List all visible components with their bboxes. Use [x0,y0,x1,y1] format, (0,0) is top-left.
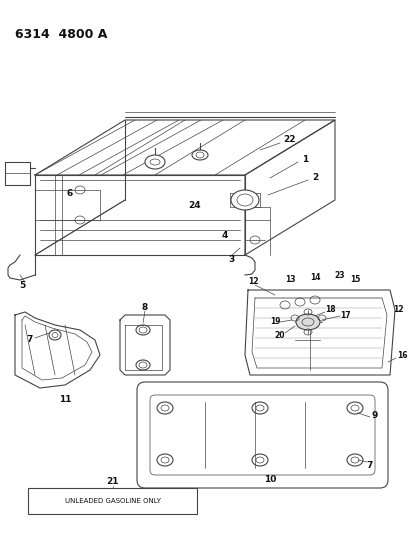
Text: 5: 5 [19,280,25,289]
Text: 20: 20 [274,330,285,340]
Text: 14: 14 [309,273,319,282]
Text: 12: 12 [247,278,258,287]
Text: 16: 16 [396,351,406,359]
Text: 8: 8 [142,303,148,312]
Text: 11: 11 [58,395,71,405]
Text: 21: 21 [106,478,119,487]
Text: 6: 6 [67,189,73,198]
FancyBboxPatch shape [28,488,196,514]
Text: 10: 10 [263,475,276,484]
FancyBboxPatch shape [150,395,374,475]
Text: 15: 15 [349,276,360,285]
Text: 7: 7 [27,335,33,344]
Text: 6314  4800 A: 6314 4800 A [15,28,107,41]
Text: 9: 9 [371,410,377,419]
Text: 7: 7 [366,461,372,470]
Text: 18: 18 [324,305,335,314]
Text: 24: 24 [188,200,201,209]
Text: 4: 4 [221,230,228,239]
Text: 17: 17 [339,311,349,320]
Text: 19: 19 [269,318,280,327]
Text: 13: 13 [284,276,294,285]
Text: 22: 22 [283,135,296,144]
Text: 1: 1 [301,156,308,165]
Ellipse shape [295,314,319,330]
Ellipse shape [191,150,207,160]
FancyBboxPatch shape [137,382,387,488]
Text: 2: 2 [311,174,317,182]
Ellipse shape [230,190,258,210]
Text: 12: 12 [392,305,402,314]
Ellipse shape [145,155,164,169]
Text: UNLEADED GASOLINE ONLY: UNLEADED GASOLINE ONLY [65,498,161,504]
Text: 23: 23 [334,271,344,280]
Text: 3: 3 [228,255,234,264]
